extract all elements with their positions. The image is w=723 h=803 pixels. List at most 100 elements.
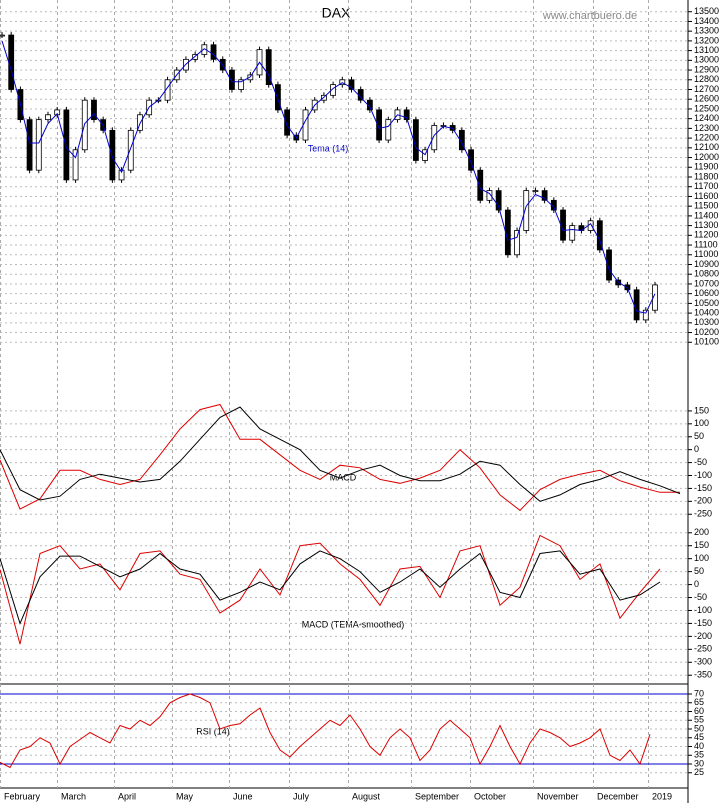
- y-tick-label: 40: [694, 741, 704, 751]
- y-tick-label: 25: [694, 767, 704, 777]
- y-tick-label: 11600: [694, 191, 718, 201]
- y-tick-label: 12300: [694, 123, 719, 133]
- x-tick-label: February: [4, 791, 41, 801]
- x-tick-label: July: [293, 791, 310, 801]
- y-tick-label: -50: [694, 592, 707, 602]
- candle: [633, 289, 640, 321]
- candle: [642, 309, 649, 321]
- source: www.chartbuero.de: [542, 10, 637, 22]
- y-tick-label: 10300: [694, 317, 719, 327]
- candle: [91, 99, 97, 121]
- y-tick-label: 12900: [694, 64, 719, 74]
- candle: [431, 125, 438, 151]
- y-tick-label: -200: [694, 496, 712, 506]
- candle: [109, 129, 116, 181]
- y-tick-label: 11700: [694, 181, 718, 191]
- candle: [587, 220, 594, 231]
- y-tick-label: 13200: [694, 35, 719, 45]
- y-tick-label: 50: [694, 431, 704, 441]
- x-tick-label: March: [61, 791, 86, 801]
- line-series: [0, 693, 651, 769]
- candle: [229, 69, 235, 90]
- y-tick-label: 10900: [694, 259, 719, 269]
- y-tick-label: 12600: [694, 94, 719, 104]
- y-tick-label: 10700: [694, 278, 719, 288]
- y-tick-label: 10400: [694, 307, 719, 317]
- y-tick-label: -350: [694, 670, 712, 680]
- y-tick-label: -250: [694, 509, 712, 519]
- y-tick-label: 100: [694, 418, 709, 428]
- y-tick-label: 13300: [694, 26, 719, 36]
- y-tick-label: 12400: [694, 113, 719, 123]
- candle: [0, 34, 5, 37]
- candle: [35, 119, 42, 171]
- y-tick-label: 11500: [694, 201, 718, 211]
- candle: [652, 284, 658, 311]
- y-tick-label: -300: [694, 657, 712, 667]
- x-tick-label: May: [176, 791, 194, 801]
- chart-title: DAX: [322, 5, 351, 21]
- y-tick-label: 150: [694, 540, 709, 550]
- candle: [238, 79, 245, 90]
- y-tick-label: 11400: [694, 210, 718, 220]
- candle: [45, 114, 51, 121]
- line-series: [1, 40, 656, 314]
- y-tick-label: 11200: [694, 230, 718, 240]
- y-tick-label: -200: [694, 631, 712, 641]
- y-tick-label: 12200: [694, 132, 719, 142]
- x-tick-label: 2019: [652, 791, 672, 801]
- candle: [541, 190, 548, 201]
- y-tick-label: 70: [694, 688, 704, 698]
- x-tick-label: December: [597, 791, 639, 801]
- y-tick-label: 12700: [694, 84, 719, 94]
- y-tick-label: 11900: [694, 162, 718, 172]
- y-tick-label: 0: [694, 579, 699, 589]
- line-series: [0, 550, 661, 625]
- y-tick-label: 10200: [694, 327, 719, 337]
- panel-title: MACD: [330, 472, 357, 482]
- x-tick-label: September: [415, 791, 459, 801]
- y-tick-label: 35: [694, 750, 704, 760]
- candle: [201, 44, 208, 55]
- x-tick-label: April: [118, 791, 136, 801]
- candle: [532, 190, 539, 193]
- candle: [468, 149, 474, 171]
- y-tick-label: -150: [694, 618, 712, 628]
- y-tick-label: 0: [694, 444, 699, 454]
- y-tick-label: 13000: [694, 55, 719, 65]
- candle: [118, 169, 125, 181]
- y-tick-label: 12500: [694, 103, 719, 113]
- candle: [8, 34, 15, 90]
- candle: [348, 79, 355, 90]
- y-tick-label: 11800: [694, 171, 718, 181]
- candle: [403, 109, 410, 121]
- y-tick-label: 12800: [694, 74, 719, 84]
- candle: [127, 129, 134, 171]
- y-tick-label: 30: [694, 758, 704, 768]
- candle: [486, 190, 493, 201]
- x-tick-label: October: [474, 791, 506, 801]
- candle: [63, 109, 70, 181]
- y-tick-label: 150: [694, 405, 709, 415]
- y-tick-label: -100: [694, 470, 712, 480]
- x-tick-label: June: [233, 791, 253, 801]
- y-tick-label: 50: [694, 566, 704, 576]
- candle: [284, 109, 291, 136]
- candle: [265, 49, 272, 86]
- candle: [569, 225, 576, 241]
- y-tick-label: -250: [694, 644, 712, 654]
- y-tick-label: 10100: [694, 337, 719, 347]
- y-tick-label: 13400: [694, 16, 719, 26]
- panel-title: MACD (TEMA-smoothed): [302, 619, 405, 629]
- candle: [72, 149, 79, 181]
- candle: [210, 44, 217, 60]
- y-tick-label: 11000: [694, 249, 718, 259]
- y-tick-label: 55: [694, 715, 704, 725]
- y-tick-label: 100: [694, 553, 709, 563]
- candle: [458, 129, 465, 151]
- y-tick-label: 45: [694, 732, 704, 742]
- x-tick-label: August: [352, 791, 381, 801]
- line-series: [0, 403, 680, 512]
- candle: [495, 190, 502, 211]
